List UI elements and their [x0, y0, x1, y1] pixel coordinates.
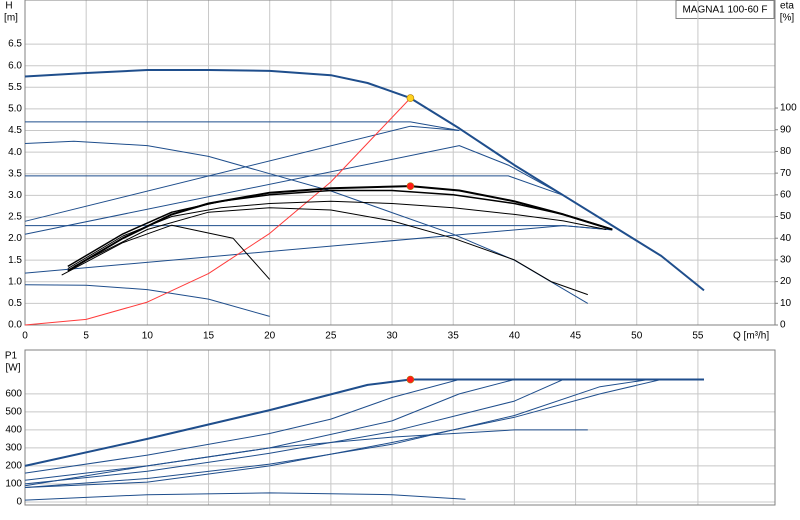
curve	[67, 189, 613, 268]
curve	[67, 200, 607, 270]
y-tick-label: 5.5	[8, 82, 22, 93]
y-tick-label: 2.5	[8, 212, 22, 223]
y2-tick-label: 70	[780, 168, 792, 179]
curve	[24, 140, 589, 304]
y-tick-label: 3.0	[8, 190, 22, 201]
y-axis-label: P1	[5, 351, 18, 362]
x-tick-label: 50	[631, 331, 643, 342]
y-tick-label: 600	[5, 389, 22, 400]
x-tick-label: 15	[203, 331, 215, 342]
curve	[67, 185, 613, 272]
y2-tick-label: 50	[780, 211, 792, 222]
y-tick-label: 6.5	[8, 39, 22, 50]
curve	[24, 492, 466, 501]
x-tick-label: 10	[142, 331, 154, 342]
x-axis-label: Q [m³/h]	[733, 331, 769, 342]
operating-point	[406, 375, 415, 384]
y-tick-label: 100	[5, 479, 22, 490]
y-tick-label: 6.0	[8, 60, 22, 71]
y-tick-label: 3.5	[8, 168, 22, 179]
y-axis-unit: [W]	[6, 363, 21, 374]
y2-tick-label: 20	[780, 276, 792, 287]
y-tick-label: 0.0	[8, 320, 22, 331]
x-tick-label: 5	[83, 331, 89, 342]
y-tick-label: 4.0	[8, 147, 22, 158]
plot-frame	[24, 0, 776, 326]
y2-tick-label: 0	[780, 320, 786, 331]
x-tick-label: 45	[570, 331, 582, 342]
curve	[24, 225, 613, 274]
y-tick-label: 500	[5, 407, 22, 418]
x-tick-label: 0	[22, 331, 28, 342]
curve	[24, 284, 270, 317]
y-tick-label: 4.5	[8, 125, 22, 136]
y2-tick-label: 90	[780, 124, 792, 135]
x-tick-label: 20	[264, 331, 276, 342]
curve	[24, 145, 564, 235]
y-axis-label: H	[5, 1, 12, 12]
y-tick-label: 0	[16, 497, 22, 508]
curve	[24, 125, 460, 222]
curve	[24, 97, 411, 326]
y-tick-label: 400	[5, 425, 22, 436]
y2-axis-label: eta	[780, 1, 794, 12]
x-tick-label: 40	[509, 331, 521, 342]
y-tick-label: 1.0	[8, 276, 22, 287]
curve	[24, 379, 662, 488]
curve	[24, 379, 515, 481]
y-tick-label: 5.0	[8, 104, 22, 115]
y-tick-label: 300	[5, 443, 22, 454]
x-tick-label: 30	[386, 331, 398, 342]
curve	[24, 69, 705, 292]
y2-axis-unit: [%]	[780, 13, 795, 24]
operating-point	[406, 182, 415, 190]
x-tick-label: 25	[325, 331, 337, 342]
curve	[73, 207, 588, 296]
y-tick-label: 1.5	[8, 255, 22, 266]
curve	[24, 379, 704, 474]
plot-frame	[24, 349, 776, 506]
y-tick-label: 2.0	[8, 233, 22, 244]
curve	[24, 429, 588, 487]
y-axis-unit: [m]	[4, 13, 18, 24]
x-tick-label: 55	[692, 331, 704, 342]
y2-tick-label: 80	[780, 146, 792, 157]
y2-tick-label: 40	[780, 233, 792, 244]
y2-tick-label: 30	[780, 255, 792, 266]
y-tick-label: 200	[5, 461, 22, 472]
curve	[61, 224, 271, 280]
y-tick-label: 0.5	[8, 298, 22, 309]
y2-tick-label: 10	[780, 298, 792, 309]
y2-tick-label: 60	[780, 189, 792, 200]
operating-point	[406, 94, 415, 102]
x-tick-label: 35	[448, 331, 460, 342]
chart-title: MAGNA1 100-60 F	[682, 5, 767, 16]
y2-tick-label: 100	[780, 103, 797, 114]
curve	[25, 121, 460, 131]
curve	[25, 175, 564, 196]
